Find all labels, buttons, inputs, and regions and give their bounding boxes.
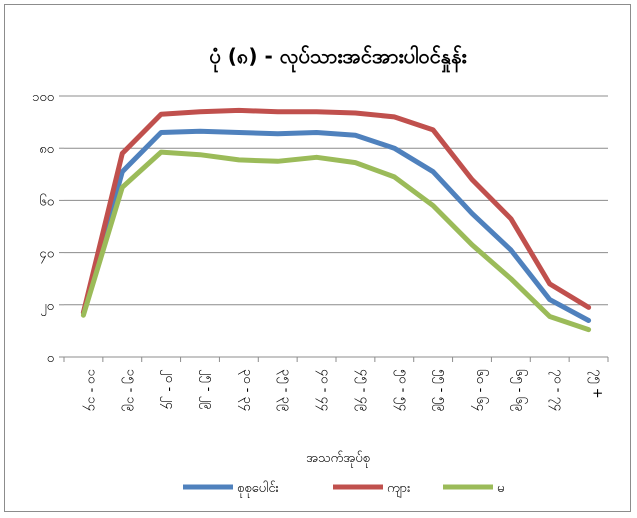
series-lines: [80, 107, 592, 333]
x-tick-label: ၂၀ - ၂၄: [160, 369, 177, 410]
chart-title: ပုံ (၈) - လုပ်သားအင်အားပါဝင်နှုန်း: [209, 44, 466, 73]
y-tick-label: ၀: [47, 351, 54, 366]
x-tick-label: ၄၅ - ၄၉: [354, 369, 371, 411]
x-tick-label: ၄၀ - ၄၄: [316, 369, 333, 412]
y-tick-label: ၆၀: [39, 193, 54, 209]
legend-label: စုစုပေါင်း: [237, 480, 279, 498]
x-axis-ticks: ၁၀ - ၁၄ ၁၅ - ၁၉ ၂၀ - ၂၄ ၂၅ - ၂၉ ၃၀ - ၃၄ ၃၅ - …: [63, 357, 609, 412]
x-tick-label: ၁၅ - ၁၉: [121, 369, 138, 411]
x-tick-label: ၁၀ - ၁၄: [82, 369, 99, 412]
x-tick-label: ၃၀ - ၃၄: [238, 369, 255, 412]
x-tick-label: ၇၅ +: [588, 369, 605, 399]
gridlines: [59, 95, 608, 358]
y-tick-label: ၈၀: [39, 142, 54, 157]
legend: စုစုပေါင်း ကျား မ: [183, 480, 504, 498]
y-tick-label: ၄၀: [39, 247, 54, 264]
x-tick-label: ၆၅ - ၆၉: [510, 369, 528, 411]
y-tick-label: ၁၀၀: [32, 90, 54, 105]
series-line: [80, 107, 592, 316]
x-tick-label: ၅၅ - ၅၉: [432, 369, 449, 411]
series-line: [80, 128, 592, 323]
y-tick-label: ၂၀: [40, 299, 54, 316]
x-tick-label: ၃၅ - ၃၉: [277, 369, 294, 411]
chart-frame: [4, 4, 631, 512]
x-axis-label: အသက်အုပ်စု: [306, 450, 370, 468]
x-tick-label: ၆၀ - ၆၄: [471, 369, 489, 412]
x-tick-label: ၇၀ - ၇၄: [549, 369, 566, 412]
y-axis-ticks: ၀ ၂၀ ၄၀ ၆၀ ၈၀ ၁၀၀: [32, 90, 54, 366]
legend-label: မ: [497, 481, 504, 496]
x-tick-label: ၅၀ - ၅၄: [393, 369, 410, 412]
legend-label: ကျား: [387, 481, 410, 498]
series-line: [80, 149, 592, 333]
x-tick-label: ၂၅ - ၂၉: [199, 369, 216, 409]
